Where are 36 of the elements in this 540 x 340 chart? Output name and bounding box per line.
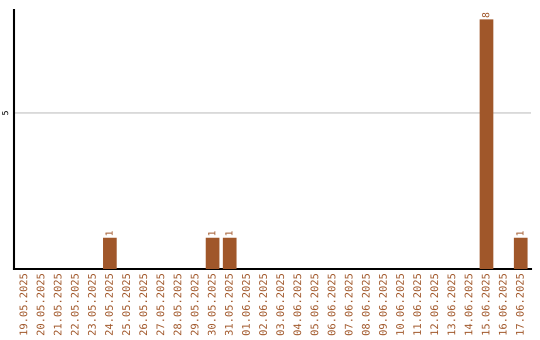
x-tick-label: 22.05.2025 [70, 274, 79, 336]
x-tick-label: 04.06.2025 [293, 274, 302, 336]
data-label: 1 [208, 231, 216, 236]
data-label: 1 [516, 231, 524, 236]
x-tick-label: 26.05.2025 [139, 274, 148, 336]
x-tick-label: 03.06.2025 [276, 274, 284, 336]
x-tick-label: 21.05.2025 [54, 274, 62, 336]
x-tick-label: 23.05.2025 [88, 274, 96, 336]
x-tick-label: 25.05.2025 [122, 274, 130, 336]
x-tick-label: 17.06.2025 [516, 274, 524, 335]
x-tick-label: 16.06.2025 [498, 274, 507, 335]
data-label: 8 [482, 12, 490, 18]
x-tick-label: 10.06.2025 [396, 274, 404, 335]
x-tick-label: 20.05.2025 [36, 274, 44, 336]
x-tick-label: 15.06.2025 [482, 274, 490, 335]
x-tick-label: 11.06.2025 [413, 274, 422, 335]
x-tick-label: 08.06.2025 [362, 274, 370, 336]
x-tick-label: 06.06.2025 [328, 274, 336, 336]
data-label: 1 [225, 231, 232, 236]
x-tick-label: 19.05.2025 [19, 274, 28, 335]
x-tick-label: 02.06.2025 [259, 274, 267, 336]
x-tick-label: 07.06.2025 [344, 274, 353, 336]
x-tick-label: 13.06.2025 [447, 274, 456, 335]
x-tick-label: 29.05.2025 [190, 274, 199, 336]
x-tick-label: 24.05.2025 [105, 274, 113, 336]
x-tick-label: 27.05.2025 [156, 274, 164, 336]
x-tick-label: 01.06.2025 [242, 274, 250, 336]
x-tick-label: 12.06.2025 [430, 274, 438, 335]
data-label: 1 [105, 231, 113, 236]
x-tick-label: 09.06.2025 [378, 274, 387, 336]
x-tick-label: 14.06.2025 [464, 274, 472, 335]
x-tick-label: 31.05.2025 [224, 274, 233, 336]
x-tick-label: 30.05.2025 [208, 274, 216, 336]
y-tick-label: 5 [2, 111, 8, 115]
x-tick-label: 05.06.2025 [310, 274, 318, 336]
x-tick-label: 28.05.2025 [174, 274, 182, 336]
